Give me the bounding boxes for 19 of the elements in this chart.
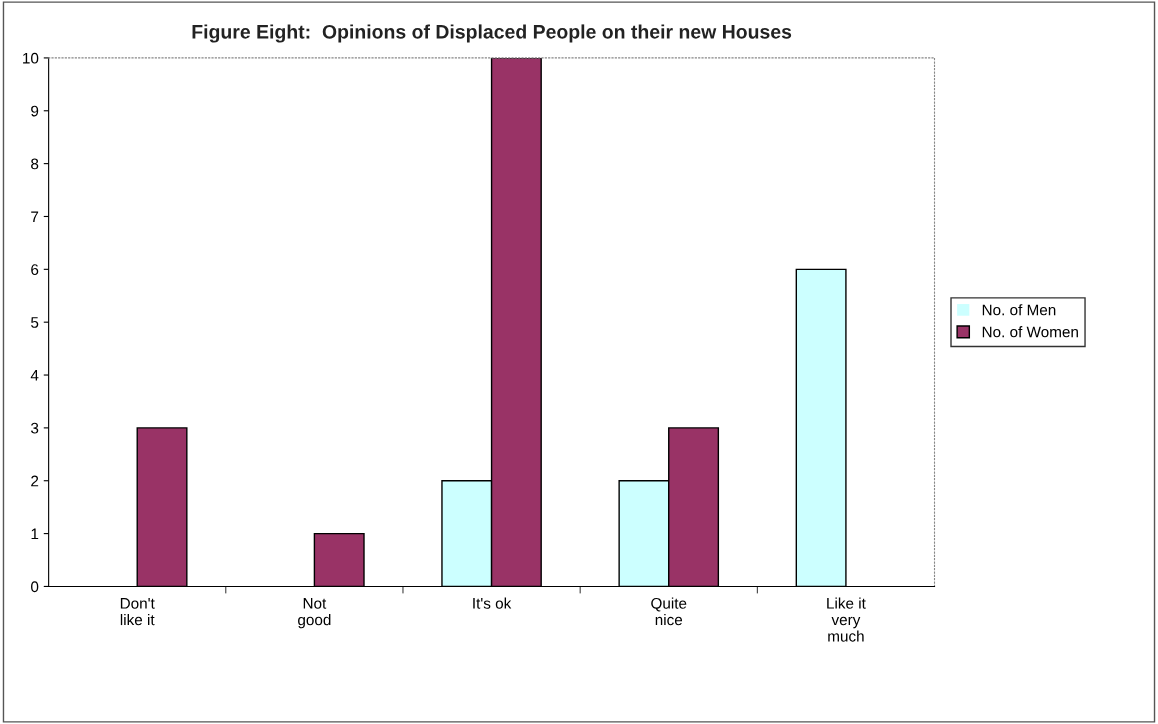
y-tick-label: 1 <box>31 528 39 540</box>
y-tick-label: 3 <box>31 422 39 434</box>
legend-label: No. of Women <box>982 326 1078 338</box>
x-tick-label: Not good <box>298 598 331 629</box>
legend-label: No. of Men <box>982 304 1056 316</box>
y-tick-label: 6 <box>31 264 39 276</box>
y-tick-label: 9 <box>31 105 39 117</box>
x-tick-label: It's ok <box>473 597 512 609</box>
y-tick-label: 2 <box>31 475 39 487</box>
x-tick-label: Like it very much <box>827 597 866 642</box>
y-tick-label: 8 <box>31 158 39 170</box>
y-tick-label: 10 <box>23 52 39 64</box>
y-tick-label: 4 <box>30 370 39 381</box>
y-tick-label: 0 <box>31 581 39 593</box>
chart-title: Figure Eight: Opinions of Displaced People on their new Houses <box>192 24 792 43</box>
x-tick-label: Quite nice <box>651 597 687 626</box>
y-tick-label: 7 <box>31 211 39 223</box>
y-tick-label: 5 <box>31 317 39 328</box>
x-tick-label: Don't like it <box>120 598 155 626</box>
